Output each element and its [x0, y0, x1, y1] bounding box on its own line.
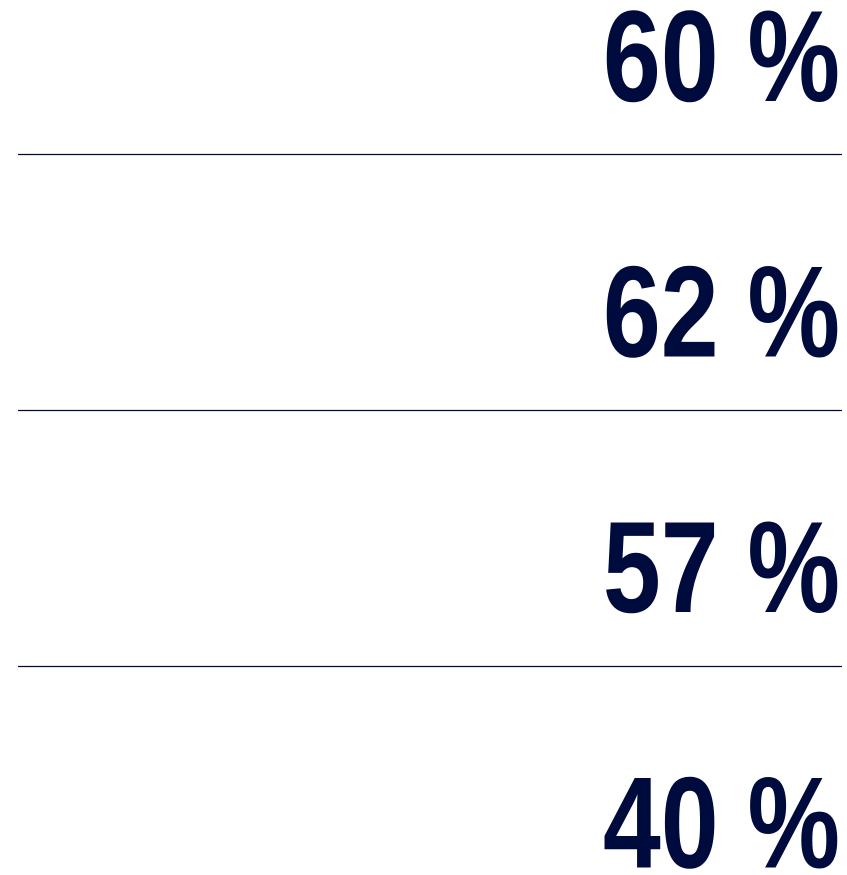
stat-value: 40 %	[603, 749, 840, 875]
stat-value: 60 %	[603, 0, 840, 129]
stat-value: 62 %	[603, 238, 840, 384]
stat-value: 57 %	[603, 494, 840, 640]
